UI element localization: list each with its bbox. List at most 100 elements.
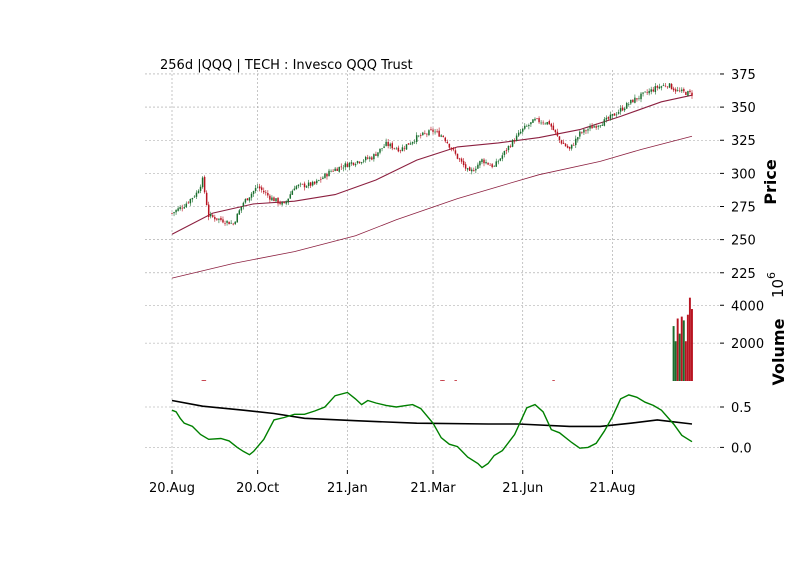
volume-unit-base: 10 xyxy=(769,279,787,298)
volume-tick-label: 4000 xyxy=(731,299,764,314)
candle-body xyxy=(613,113,616,116)
volume-bar xyxy=(690,309,693,381)
candle-body xyxy=(548,121,551,125)
volume-bar-small xyxy=(201,380,205,381)
candle-body xyxy=(358,161,361,163)
candle-body xyxy=(528,125,530,127)
candle-body xyxy=(558,136,561,141)
candle-body xyxy=(636,98,638,100)
candle-body xyxy=(521,128,524,132)
candle-body xyxy=(426,133,428,135)
candle-body xyxy=(197,190,200,194)
candle-body xyxy=(387,141,389,147)
candle-body xyxy=(352,162,355,165)
candle-body xyxy=(517,132,520,136)
candle-body xyxy=(214,217,216,220)
candle-body xyxy=(479,161,481,166)
volume-bars xyxy=(201,297,693,381)
candle-body xyxy=(367,157,369,159)
chart-title: 256d |QQQ | TECH : Invesco QQQ Trust xyxy=(160,58,413,73)
candle-body xyxy=(385,141,387,146)
candle-body xyxy=(346,163,349,167)
candle-body xyxy=(617,112,620,114)
candle-body xyxy=(460,158,463,162)
axes: 20.Aug 20.Oct 21.Jan 21.Mar 21.Jun 21.Aug 225 2… xyxy=(149,68,764,496)
candle-body xyxy=(681,89,683,92)
price-tick-label: 375 xyxy=(731,68,756,83)
candle-body xyxy=(289,194,292,199)
candle-body xyxy=(475,168,477,171)
candle-body xyxy=(436,131,438,132)
candle-body xyxy=(297,184,300,187)
candle-body xyxy=(185,203,188,208)
candle-body xyxy=(187,202,190,204)
volume-tick-label: 2000 xyxy=(731,337,764,352)
candle-body xyxy=(466,168,469,170)
candle-body xyxy=(226,220,228,223)
candle-body xyxy=(340,166,343,168)
candle-body xyxy=(322,177,324,179)
candle-body xyxy=(281,202,283,205)
candle-body xyxy=(399,150,402,152)
osc-tick-label: 0.0 xyxy=(731,441,752,456)
candle-body xyxy=(628,104,630,105)
candle-body xyxy=(375,154,377,156)
candle-body xyxy=(691,92,693,96)
candle-body xyxy=(440,135,442,137)
candle-body xyxy=(254,188,257,192)
candle-body xyxy=(552,125,555,131)
volume-bar xyxy=(686,314,689,381)
price-tick-label: 250 xyxy=(731,234,756,249)
candle-body xyxy=(495,161,497,167)
candle-body xyxy=(581,132,583,133)
candle-body xyxy=(228,221,230,225)
candle-body xyxy=(550,123,553,127)
candle-body xyxy=(660,86,663,88)
candle-body xyxy=(662,85,665,86)
candle-body xyxy=(464,164,467,169)
candle-body xyxy=(256,186,259,188)
candle-body xyxy=(195,192,198,197)
candle-body xyxy=(179,206,181,210)
candle-body xyxy=(324,173,326,178)
candle-body xyxy=(454,150,457,154)
x-tick-label: 21.Mar xyxy=(410,481,456,496)
candle-body xyxy=(222,219,224,223)
candle-body xyxy=(373,154,375,160)
candle-body xyxy=(183,207,185,209)
candle-body xyxy=(248,197,251,201)
candle-body xyxy=(640,93,642,100)
candle-body xyxy=(369,157,371,159)
price-tick-label: 325 xyxy=(731,134,756,149)
candle-body xyxy=(532,119,534,123)
candle-body xyxy=(568,146,571,149)
volume-bar xyxy=(684,341,687,381)
volume-bar xyxy=(688,297,691,381)
candle-body xyxy=(401,147,404,152)
candle-body xyxy=(485,162,487,164)
candle-body xyxy=(575,138,577,146)
candle-body xyxy=(501,155,504,159)
candle-body xyxy=(577,137,579,140)
candle-body xyxy=(538,118,540,123)
candle-body xyxy=(205,192,208,206)
candle-body xyxy=(287,198,289,203)
candle-body xyxy=(462,161,465,166)
candle-body xyxy=(634,97,636,103)
candle-body xyxy=(234,221,236,225)
volume-bar-small xyxy=(440,380,443,381)
candle-body xyxy=(407,143,410,145)
candle-body xyxy=(630,99,632,104)
candle-body xyxy=(468,167,471,171)
candle-body xyxy=(309,182,312,186)
candle-body xyxy=(607,117,610,119)
candle-body xyxy=(509,146,512,147)
candle-body xyxy=(379,148,381,153)
candle-body xyxy=(438,130,440,137)
candle-body xyxy=(318,180,320,181)
candle-body xyxy=(371,157,373,160)
candle-body xyxy=(354,164,357,166)
candle-body xyxy=(356,161,359,164)
candle-body xyxy=(415,135,418,142)
volume-unit-exponent: 6 xyxy=(765,272,778,279)
